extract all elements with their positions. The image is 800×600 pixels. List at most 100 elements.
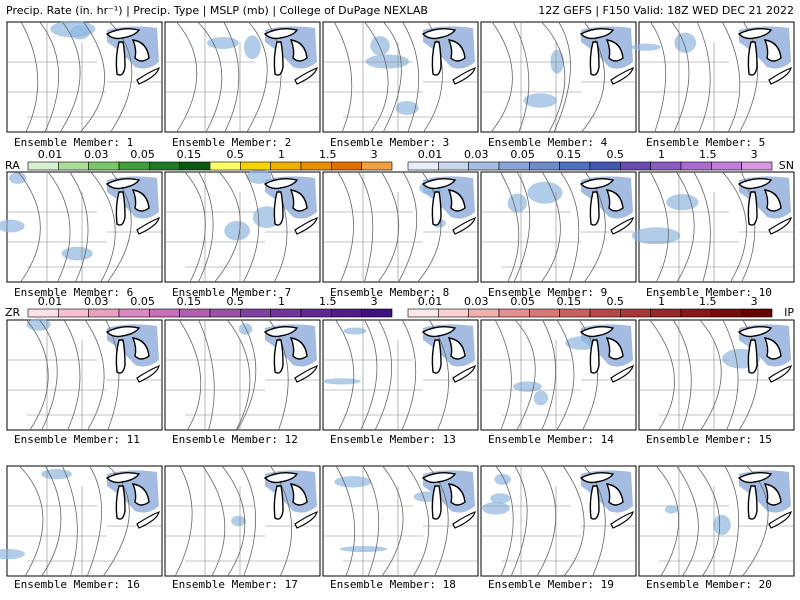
legend-tick: 0.03: [84, 148, 109, 161]
lake-huron: [605, 337, 624, 360]
lake-superior: [737, 177, 773, 190]
lake-michigan: [115, 41, 126, 76]
panel-label: Ensemble Member: 9: [488, 286, 607, 299]
precip-area: [507, 193, 527, 213]
lake-huron: [605, 189, 624, 212]
map-panel: [631, 171, 795, 283]
lake-erie: [136, 217, 160, 235]
legend-swatch: [741, 308, 773, 318]
legend-tick: 0.15: [177, 148, 202, 161]
isobar: [184, 171, 206, 283]
legend-swatch: [468, 308, 500, 318]
isobar: [490, 21, 513, 133]
precip-area: [224, 220, 250, 241]
legend-label: IP: [784, 306, 794, 319]
panel-label: Ensemble Member: 3: [330, 136, 449, 149]
legend-label: RA: [5, 159, 20, 172]
lake-erie: [610, 511, 634, 529]
precip-area: [482, 501, 510, 515]
panel-label: Ensemble Member: 1: [14, 136, 133, 149]
isobar: [650, 21, 667, 133]
lake-michigan: [747, 41, 758, 76]
lake-michigan: [431, 339, 442, 374]
lake-michigan: [747, 485, 758, 520]
legend-label: SN: [779, 159, 794, 172]
isobar: [402, 21, 420, 133]
lake-huron: [131, 483, 150, 506]
isobar: [362, 465, 380, 577]
isobar: [512, 21, 530, 133]
lake-superior: [105, 471, 141, 484]
legend-tick: 3: [751, 148, 758, 161]
legend-swatch: [209, 161, 241, 171]
legend-swatch: [300, 308, 332, 318]
lake-michigan: [589, 485, 600, 520]
precip-area: [238, 323, 253, 335]
isobar: [357, 171, 374, 283]
lake-erie: [136, 511, 160, 529]
legend-swatch: [179, 161, 211, 171]
legend-swatch: [529, 308, 560, 318]
isobar: [696, 465, 721, 577]
legend-swatch: [270, 161, 302, 171]
lake-michigan: [589, 191, 600, 226]
lake-erie: [610, 365, 634, 383]
isobar: [69, 171, 89, 283]
isobar: [63, 319, 81, 431]
precip-area: [0, 219, 25, 233]
legend-tick: 0.01: [418, 295, 443, 308]
isobar: [178, 319, 202, 431]
map-panel: [322, 319, 479, 431]
lake-superior: [105, 325, 141, 338]
isobar: [198, 171, 214, 283]
header-left: Precip. Rate (in. hr⁻¹) | Precip. Type |…: [6, 4, 428, 17]
isobar: [19, 465, 44, 577]
lake-michigan: [115, 485, 126, 520]
panel-label: Ensemble Member: 15: [646, 433, 772, 446]
precip-area: [243, 35, 261, 60]
isobar: [560, 171, 580, 283]
isobar: [553, 21, 571, 133]
lake-erie: [452, 365, 476, 383]
map-panel: [480, 465, 637, 577]
legend-swatch: [407, 308, 439, 318]
legend-swatch: [361, 161, 393, 171]
lake-erie: [610, 67, 634, 85]
map-panel: [480, 319, 637, 431]
lake-huron: [131, 39, 150, 62]
panel-label: Ensemble Member: 18: [330, 578, 456, 591]
panel-label: Ensemble Member: 17: [172, 578, 298, 591]
legend-swatch: [589, 308, 621, 318]
lake-michigan: [431, 41, 442, 76]
lake-michigan: [115, 339, 126, 374]
lake-superior: [737, 471, 773, 484]
isobar: [500, 171, 520, 283]
map-panel: [480, 21, 637, 133]
isobar: [541, 319, 556, 431]
map-panel: [322, 465, 479, 577]
legend-tick: 3: [751, 295, 758, 308]
lake-huron: [763, 189, 782, 212]
panel-label: Ensemble Member: 10: [646, 286, 772, 299]
isobar: [556, 319, 575, 431]
lake-huron: [763, 337, 782, 360]
isobar: [696, 21, 711, 133]
precip-area: [334, 476, 372, 488]
isobar: [227, 319, 251, 431]
precip-area: [527, 181, 563, 204]
lake-superior: [263, 27, 299, 40]
lake-huron: [605, 39, 624, 62]
isobar: [17, 171, 41, 283]
legend-swatch: [118, 308, 150, 318]
legend-swatch: [711, 161, 742, 171]
isobar: [84, 319, 105, 431]
precip-area: [523, 93, 558, 108]
precip-area: [61, 246, 93, 261]
legend-swatch: [27, 308, 59, 318]
map-panel: [638, 319, 795, 431]
isobar: [246, 21, 268, 133]
precip-area: [674, 32, 697, 53]
header-right: 12Z GEFS | F150 Valid: 18Z WED DEC 21 20…: [538, 4, 794, 17]
map-panel: [6, 20, 163, 133]
